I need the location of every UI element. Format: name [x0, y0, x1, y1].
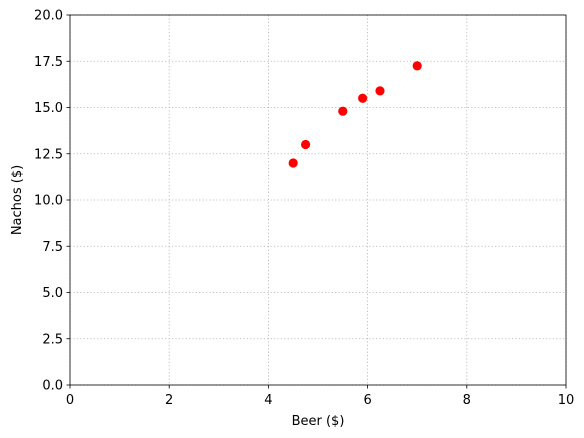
y-tick-label: 20.0: [34, 9, 63, 24]
x-tick-label: 8: [463, 393, 471, 408]
data-point: [301, 139, 311, 150]
y-tick-label: 15.0: [34, 101, 63, 116]
y-tick-label: 5.0: [42, 286, 63, 301]
x-tick-label: 6: [363, 393, 371, 408]
axis-ticks: 0 2 4 6 8 10 0.0 2.5 5.0 7.5 10.0 12.5 15.0 17.5 20.0: [34, 9, 574, 409]
data-points: [288, 61, 422, 168]
x-tick-label: 0: [66, 393, 74, 408]
data-point: [375, 86, 385, 96]
y-tick-label: 10.0: [34, 194, 63, 209]
x-tick-label: 10: [558, 393, 575, 408]
y-tick-label: 17.5: [34, 55, 63, 70]
data-point: [338, 106, 348, 116]
y-tick-label: 2.5: [42, 332, 63, 347]
y-tick-label: 0.0: [42, 379, 63, 394]
x-tick-label: 2: [165, 393, 173, 408]
y-tick-label: 12.5: [34, 147, 63, 162]
x-axis-label: Beer ($): [292, 414, 345, 429]
y-axis-label: Nachos ($): [10, 165, 25, 235]
data-point: [358, 93, 368, 103]
data-point: [288, 158, 298, 168]
x-tick-label: 4: [264, 393, 272, 408]
y-tick-label: 7.5: [42, 240, 63, 255]
data-point: [412, 61, 422, 71]
